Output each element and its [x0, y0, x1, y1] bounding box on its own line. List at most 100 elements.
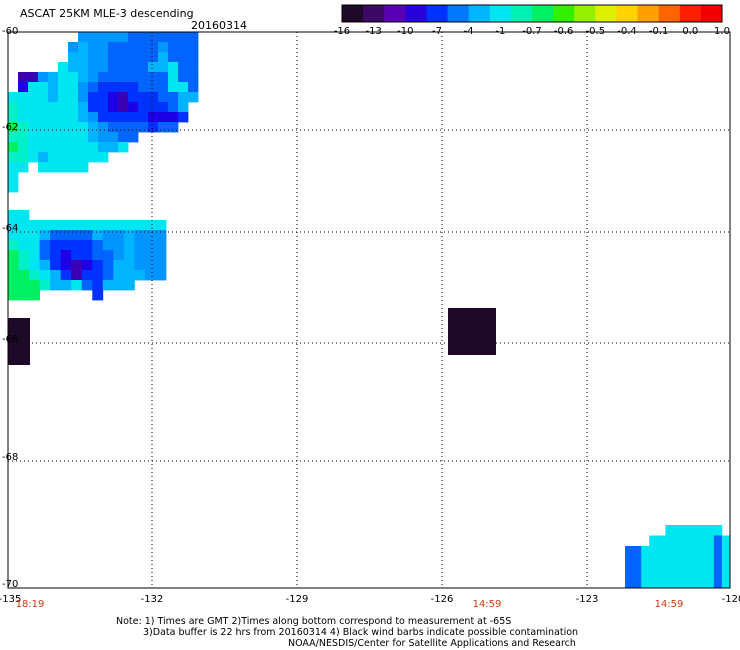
- data-cell: [18, 210, 30, 221]
- data-cell: [88, 132, 99, 143]
- data-cell: [78, 112, 89, 123]
- data-cell: [8, 260, 19, 271]
- data-cell: [625, 556, 634, 568]
- data-cell: [48, 152, 59, 163]
- colorbar-tick-label: -0.5: [585, 26, 606, 37]
- data-cell: [38, 132, 49, 143]
- data-cell: [697, 525, 707, 536]
- data-cell: [8, 122, 19, 133]
- data-cell: [633, 556, 642, 568]
- data-cell: [71, 250, 83, 261]
- data-cell: [29, 280, 40, 291]
- data-cell: [158, 92, 169, 103]
- longitude-label: -120: [721, 594, 740, 605]
- data-cell: [188, 82, 199, 93]
- data-cell: [158, 32, 169, 43]
- data-cell: [673, 525, 682, 536]
- data-cell: [118, 122, 129, 133]
- data-cell: [108, 72, 119, 83]
- data-cell: [158, 102, 169, 113]
- colorbar-tick-label: 1.0: [714, 26, 730, 37]
- data-cell: [92, 240, 104, 251]
- data-cell: [123, 230, 135, 241]
- data-cell: [68, 152, 79, 163]
- data-cell: [39, 220, 51, 231]
- data-cell: [68, 42, 79, 53]
- data-cell: [48, 132, 59, 143]
- data-cell: [8, 162, 19, 173]
- data-cell: [8, 172, 19, 183]
- data-cell: [88, 142, 99, 153]
- data-cell: [665, 546, 674, 557]
- data-cell: [28, 72, 39, 83]
- data-cell: [39, 260, 51, 271]
- data-cell: [128, 32, 139, 43]
- data-cell: [697, 567, 707, 578]
- data-cell: [155, 270, 167, 281]
- data-cell: [8, 210, 19, 221]
- data-cell: [144, 250, 156, 261]
- data-cell: [18, 142, 29, 153]
- data-cell: [18, 122, 29, 133]
- data-cell: [88, 102, 99, 113]
- data-cell: [118, 102, 129, 113]
- data-cell: [18, 280, 30, 291]
- data-cell: [18, 162, 29, 173]
- data-cell: [48, 162, 59, 173]
- data-cell: [155, 230, 167, 241]
- data-cell: [713, 556, 723, 568]
- data-cell: [68, 122, 79, 133]
- data-cell: [39, 250, 51, 261]
- data-cell: [138, 112, 149, 123]
- data-cell: [92, 220, 104, 231]
- data-cell: [155, 220, 167, 231]
- data-cell: [158, 72, 169, 83]
- data-cell: [657, 556, 666, 568]
- longitude-label: -126: [430, 594, 454, 605]
- data-cell: [178, 92, 189, 103]
- data-cell: [88, 42, 99, 53]
- latitude-label: -68: [2, 452, 19, 463]
- colorbar-labels: -16 -13 -10 -7 -4 -1 -0.7 -0.6 -0.5 -0.4 -0.1 0.0 1.…: [0, 26, 740, 40]
- data-cell: [68, 52, 79, 63]
- data-cell: [138, 52, 149, 63]
- data-cell: [71, 240, 83, 251]
- data-cell: [168, 112, 179, 123]
- data-cell: [102, 250, 114, 261]
- data-cell: [92, 250, 104, 261]
- data-cell: [168, 82, 179, 93]
- colorbar-swatch: [658, 5, 681, 22]
- data-cell: [713, 567, 723, 578]
- data-cell: [78, 142, 89, 153]
- data-cell: [138, 42, 149, 53]
- data-cell: [118, 92, 129, 103]
- data-cell: [48, 92, 59, 103]
- data-cell: [50, 240, 61, 251]
- data-cell: [665, 567, 674, 578]
- data-cell: [148, 62, 159, 73]
- data-cell: [144, 220, 156, 231]
- data-cell: [649, 567, 658, 578]
- data-cell: [649, 546, 658, 557]
- data-cell: [713, 535, 723, 547]
- data-cell: [168, 42, 179, 53]
- data-cell: [92, 230, 104, 241]
- data-cell: [48, 122, 59, 133]
- data-cell: [113, 260, 125, 271]
- colorbar-swatch: [510, 5, 533, 22]
- data-cell: [128, 52, 139, 63]
- colorbar-swatch: [342, 5, 364, 22]
- data-cell: [178, 42, 189, 53]
- data-cell: [81, 280, 93, 291]
- data-cell: [58, 102, 69, 113]
- data-cell: [29, 240, 40, 251]
- data-cell: [113, 230, 125, 241]
- data-cell: [158, 42, 169, 53]
- note-line-3: NOAA/NESDIS/Center for Satellite Applica…: [288, 638, 576, 649]
- data-cell: [38, 162, 49, 173]
- data-cell: [128, 132, 139, 143]
- data-cell: [144, 270, 156, 281]
- data-cell: [39, 280, 51, 291]
- data-cell: [641, 577, 650, 589]
- data-cell: [102, 280, 114, 291]
